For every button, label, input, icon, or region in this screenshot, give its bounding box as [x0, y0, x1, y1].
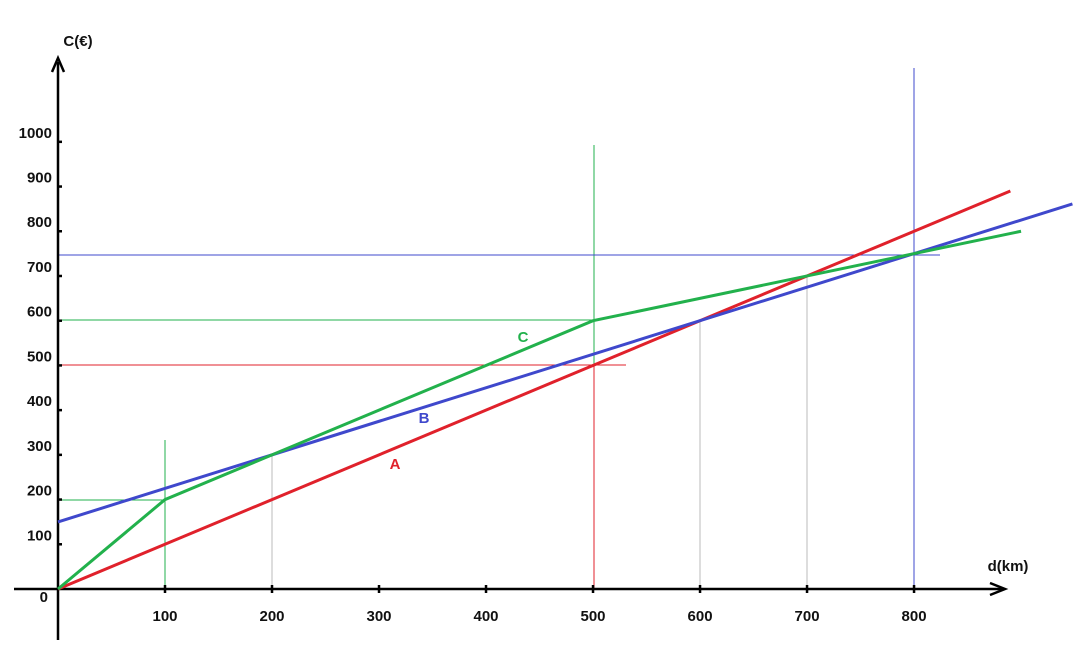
x-axis-arrow	[989, 581, 1009, 597]
y-tick-label: 600	[27, 304, 52, 321]
series-label: C	[518, 329, 529, 346]
guide-lines	[58, 68, 940, 589]
origin-label: 0	[40, 589, 48, 606]
y-tick-label: 300	[27, 438, 52, 455]
x-tick-label: 700	[795, 608, 820, 625]
x-tick-label: 200	[259, 608, 284, 625]
series-line	[57, 189, 1011, 591]
y-tick-label: 800	[27, 214, 52, 231]
y-tick-label: 400	[27, 393, 52, 410]
x-tick-label: 100	[152, 608, 177, 625]
y-axis-title: C(€)	[63, 33, 92, 50]
y-tick-label: 500	[27, 348, 52, 365]
y-tick-label: 1000	[19, 125, 52, 142]
x-tick-label: 600	[688, 608, 713, 625]
x-tick-label: 500	[581, 608, 606, 625]
x-tick-label: 400	[474, 608, 499, 625]
y-tick-label: 100	[27, 527, 52, 544]
series-label: A	[390, 456, 401, 473]
x-axis-title: d(km)	[988, 558, 1029, 575]
y-tick-label: 900	[27, 170, 52, 187]
y-tick-label: 200	[27, 483, 52, 500]
y-tick-label: 700	[27, 259, 52, 276]
x-tick-label: 300	[367, 608, 392, 625]
series-label: B	[419, 410, 430, 427]
x-tick-label: 800	[902, 608, 927, 625]
y-axis-arrow	[50, 54, 66, 73]
series-line	[57, 229, 1022, 591]
